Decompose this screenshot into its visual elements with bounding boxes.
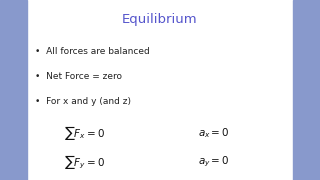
Text: •  For x and y (and z): • For x and y (and z) [35, 97, 131, 106]
Text: •  Net Force = zero: • Net Force = zero [35, 72, 122, 81]
Text: $a_x{=}0$: $a_x{=}0$ [198, 126, 230, 140]
Text: $\sum F_x{=}0$: $\sum F_x{=}0$ [64, 124, 105, 142]
Text: $\sum F_y{=}0$: $\sum F_y{=}0$ [64, 153, 105, 171]
Bar [27, 0, 293, 180]
Text: Equilibrium: Equilibrium [122, 13, 198, 26]
Text: •  All forces are balanced: • All forces are balanced [35, 47, 150, 56]
Bar [0, 0, 27, 180]
Text: $a_y{=}0$: $a_y{=}0$ [198, 155, 230, 169]
Bar [293, 0, 320, 180]
